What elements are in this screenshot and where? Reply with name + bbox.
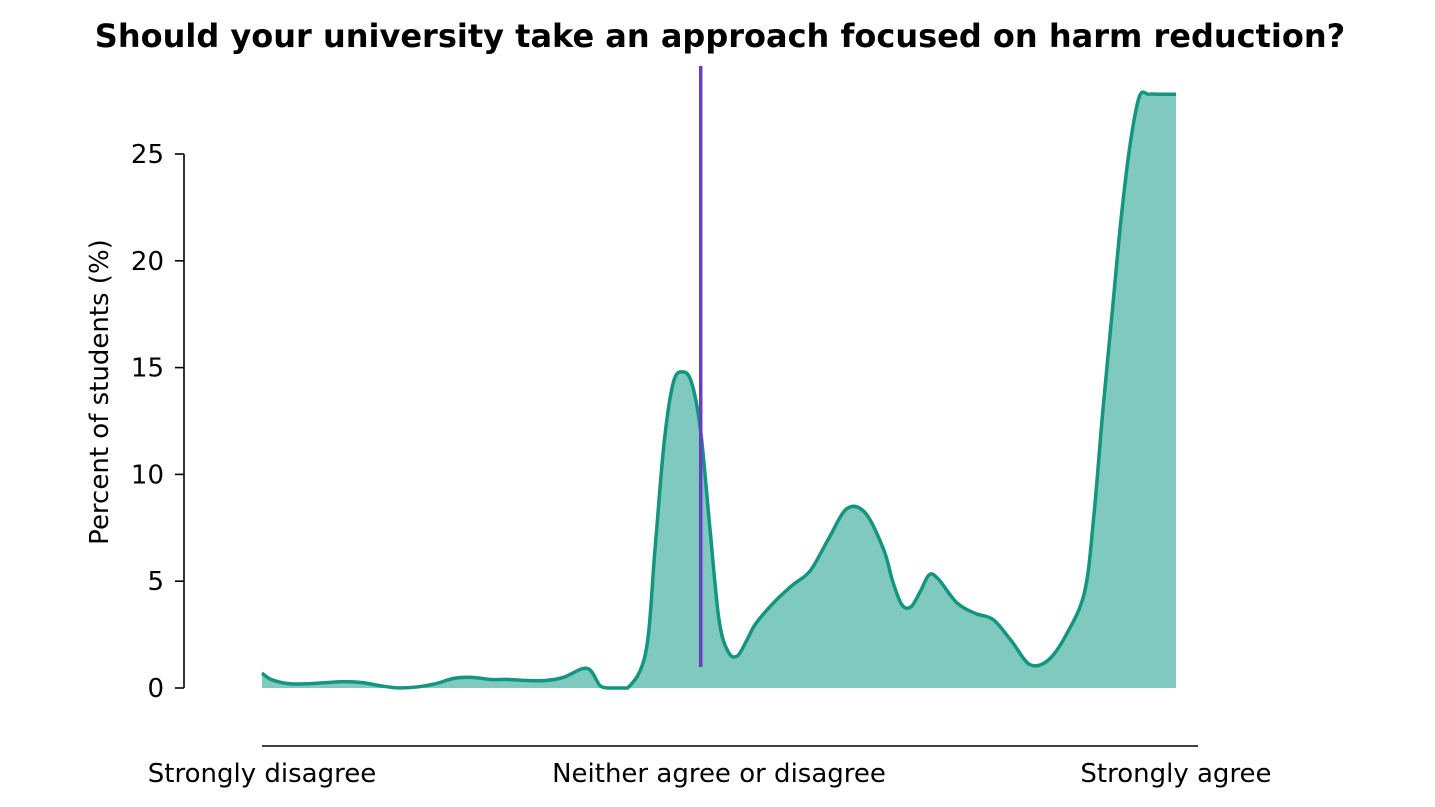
chart-title: Should your university take an approach … xyxy=(95,17,1345,55)
density-area xyxy=(262,92,1176,688)
y-tick-label-25: 25 xyxy=(131,140,164,170)
x-category-label-2: Strongly agree xyxy=(1080,759,1271,789)
y-axis-label: Percent of students (%) xyxy=(85,239,115,545)
plot-area xyxy=(260,66,1176,690)
y-tick-label-15: 15 xyxy=(131,354,164,384)
x-category-label-0: Strongly disagree xyxy=(148,759,376,789)
y-tick-label-10: 10 xyxy=(131,460,164,490)
y-tick-label-20: 20 xyxy=(131,247,164,277)
y-axis: 0 5 10 15 20 25 xyxy=(131,140,185,704)
y-tick-label-0: 0 xyxy=(147,674,164,704)
x-category-label-1: Neither agree or disagree xyxy=(552,759,886,789)
density-line xyxy=(260,90,1176,690)
y-tick-label-5: 5 xyxy=(147,567,164,597)
x-axis: Strongly disagree Neither agree or disagr… xyxy=(148,745,1272,789)
